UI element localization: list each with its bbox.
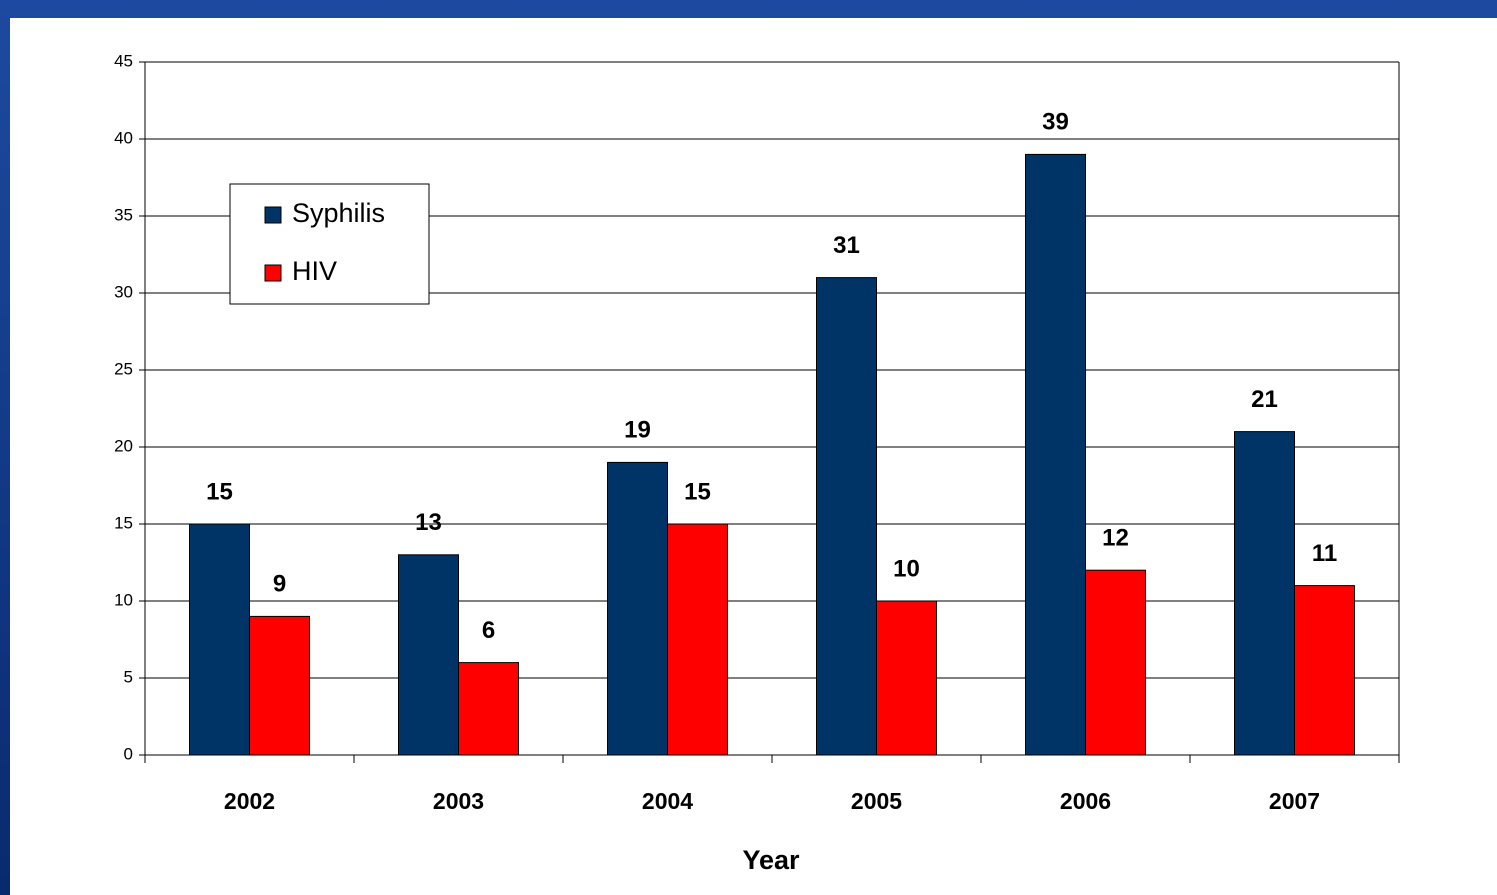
bar: [607, 461, 668, 756]
legend-label: HIV: [292, 256, 337, 286]
data-label: 6: [482, 617, 495, 644]
bar: [189, 523, 250, 756]
data-label: 12: [1102, 525, 1129, 552]
x-axis-title: Year: [742, 845, 800, 875]
y-tick-label: 5: [124, 667, 133, 686]
bar: [1234, 431, 1295, 756]
y-tick-label: 45: [114, 51, 133, 70]
x-tick-label: 2006: [1060, 788, 1111, 814]
bar: [398, 554, 459, 756]
legend-swatch: [264, 206, 282, 224]
data-label: 13: [415, 509, 442, 536]
y-tick-label: 35: [114, 205, 133, 224]
x-tick-label: 2005: [851, 788, 902, 814]
x-tick-label: 2003: [433, 788, 484, 814]
bar: [1294, 585, 1355, 756]
x-tick-label: 2004: [642, 788, 693, 814]
bar: [1025, 153, 1086, 756]
data-label: 19: [624, 417, 651, 444]
y-tick-label: 15: [114, 513, 133, 532]
y-tick-label: 25: [114, 359, 133, 378]
data-label: 9: [273, 571, 286, 598]
bar: [667, 523, 728, 756]
y-tick-label: 10: [114, 590, 133, 609]
data-label: 21: [1251, 386, 1278, 413]
y-tick-label: 0: [124, 744, 133, 763]
x-tick-label: 2002: [224, 788, 275, 814]
data-label: 15: [684, 478, 711, 505]
bar: [876, 600, 937, 756]
bar: [816, 277, 877, 756]
legend-swatch: [264, 264, 282, 282]
bar: [458, 662, 519, 756]
data-label: 10: [893, 555, 920, 582]
y-tick-label: 20: [114, 436, 133, 455]
y-tick-label: 40: [114, 128, 133, 147]
data-label: 39: [1042, 109, 1069, 136]
y-tick-label: 30: [114, 282, 133, 301]
legend-label: Syphilis: [292, 198, 385, 228]
data-label: 11: [1312, 540, 1337, 567]
data-label: 15: [206, 478, 233, 505]
data-label: 31: [833, 232, 860, 259]
bar: [1085, 569, 1146, 756]
bar: [249, 615, 310, 756]
legend-box: [229, 183, 430, 305]
x-tick-label: 2007: [1269, 788, 1320, 814]
